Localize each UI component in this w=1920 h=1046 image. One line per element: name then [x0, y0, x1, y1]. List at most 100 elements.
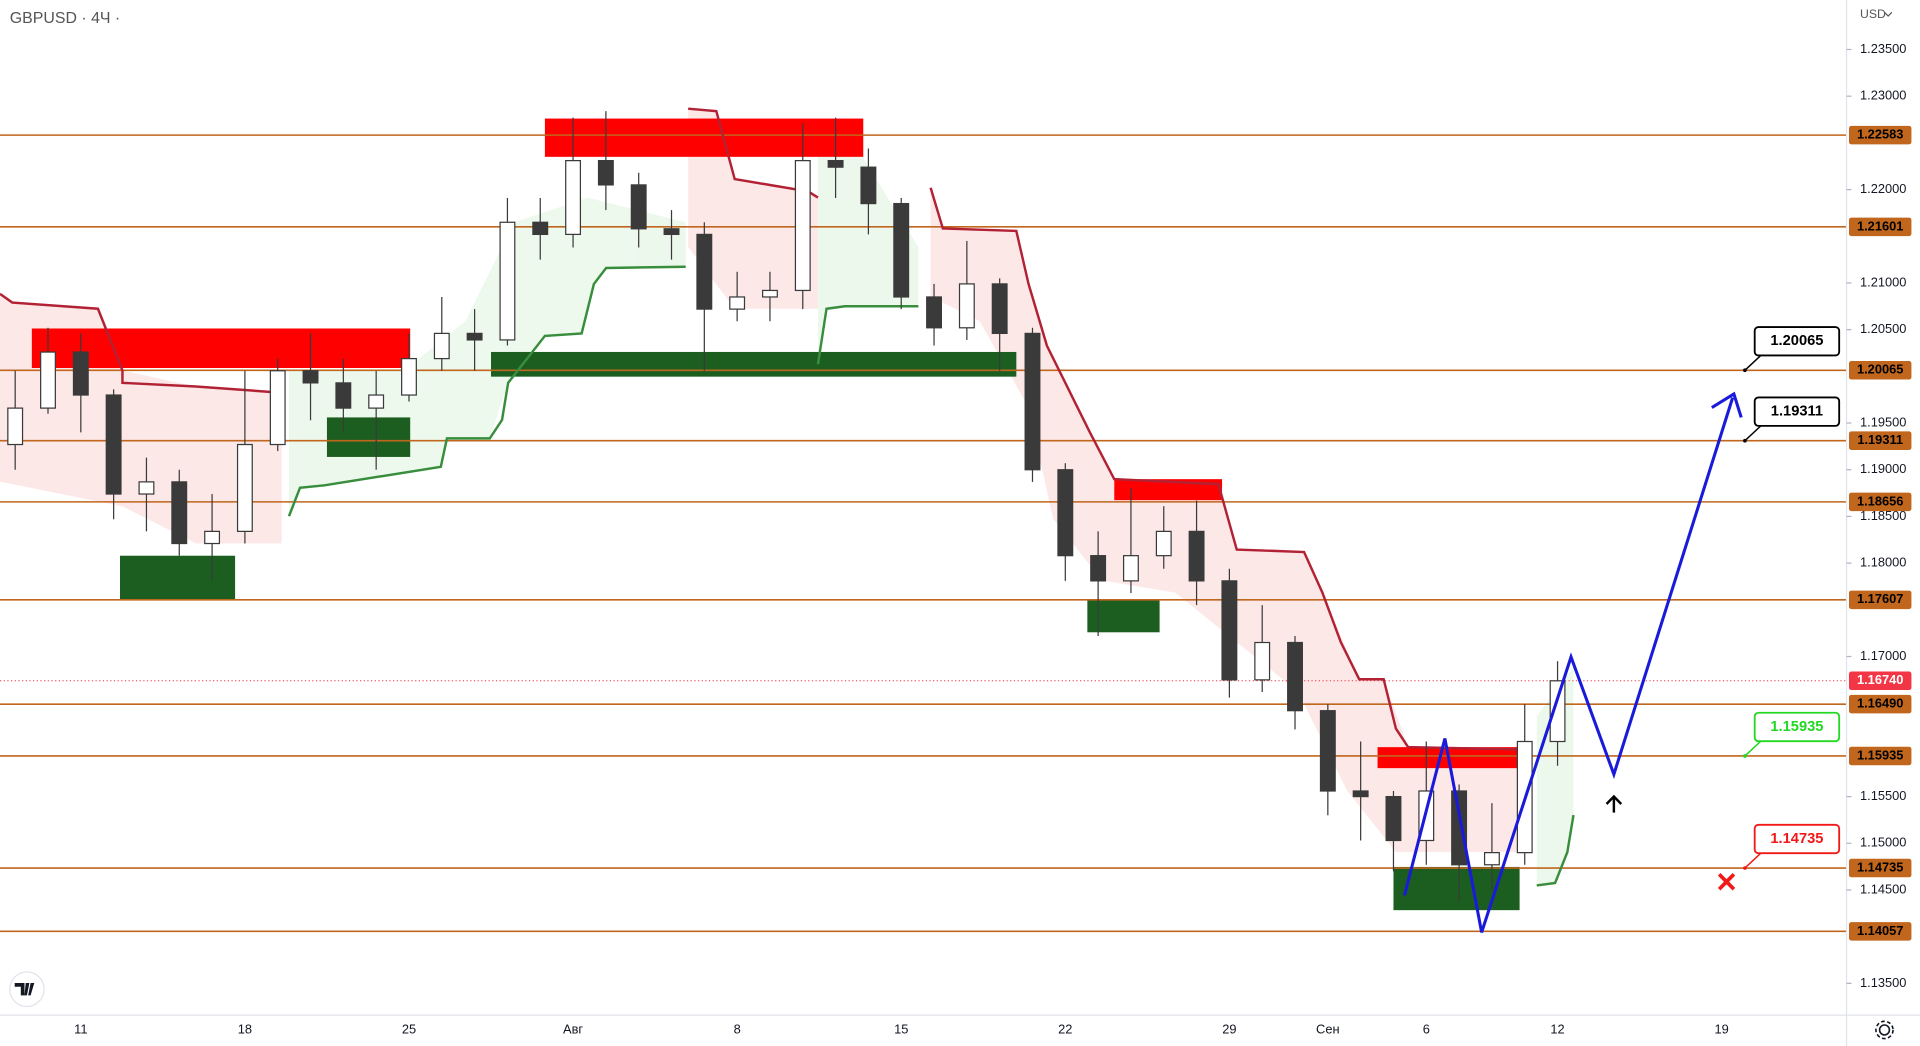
zigzag-path — [1403, 397, 1735, 933]
bear-fill — [930, 187, 1527, 853]
supertrend-up — [816, 305, 919, 365]
candle-body — [1122, 555, 1139, 582]
candle-body — [269, 370, 286, 446]
candle-body — [171, 481, 188, 545]
candle-body — [991, 283, 1008, 335]
candle-body — [466, 332, 483, 341]
candle-body — [368, 394, 385, 409]
last-price-box — [1848, 671, 1912, 691]
last-price-label: 1.16740 — [1857, 672, 1903, 687]
demand-zone — [1087, 600, 1160, 633]
tv-logo[interactable] — [9, 971, 45, 1008]
level-label-box — [1848, 492, 1912, 512]
supertrend-up — [287, 265, 686, 517]
y-tick-label: 1.19000 — [1860, 461, 1906, 476]
demand-zone — [1393, 866, 1520, 911]
y-tick-label: 1.21000 — [1860, 274, 1906, 289]
candle-body — [1254, 641, 1271, 681]
callout-box — [1753, 823, 1841, 855]
candle-body — [794, 160, 811, 292]
candle-body — [860, 166, 877, 205]
levels — [0, 134, 1847, 933]
x-tick-label: Авг — [563, 1021, 583, 1036]
x-tick-label: 18 — [238, 1021, 252, 1036]
candle-body — [1352, 790, 1369, 798]
supertrend — [0, 107, 1575, 887]
callout-label: 1.20065 — [1770, 333, 1823, 349]
candle-body — [565, 160, 582, 236]
level-label-box — [1848, 125, 1912, 145]
x-tick-label: 22 — [1058, 1021, 1072, 1036]
candle-body — [40, 351, 56, 409]
demand-zone — [120, 555, 236, 601]
logo-glyph — [14, 983, 35, 996]
candle-body — [401, 357, 417, 396]
currency[interactable]: USD — [1860, 7, 1886, 21]
y-tick-label: 1.17000 — [1860, 648, 1906, 663]
level-label: 1.15935 — [1857, 747, 1903, 762]
gear-teeth — [1875, 1020, 1894, 1040]
level-label-box — [1848, 746, 1912, 766]
x-tick-label: Сен — [1316, 1021, 1340, 1036]
candle-body — [1385, 795, 1402, 842]
y-tick-label: 1.13500 — [1860, 975, 1906, 990]
callout-label: 1.19311 — [1771, 404, 1823, 420]
settings-icon[interactable] — [1875, 1020, 1894, 1040]
demand-zone — [326, 417, 411, 457]
supertrend-up — [1536, 814, 1575, 887]
x-tick-label: 11 — [74, 1021, 87, 1036]
x-tick-label: 12 — [1550, 1021, 1564, 1036]
candle-body — [72, 351, 89, 396]
level-label-box — [1848, 590, 1912, 610]
x-tick-label: 8 — [734, 1021, 741, 1036]
candle-body — [236, 443, 253, 532]
y-tick-label: 1.18500 — [1860, 508, 1906, 523]
currency-chevron[interactable] — [1884, 11, 1893, 17]
candle-body — [1287, 641, 1303, 712]
callout-pointer — [1744, 354, 1762, 371]
level-label: 1.16490 — [1857, 696, 1903, 711]
level-label-box — [1848, 858, 1912, 878]
candle-body — [138, 481, 155, 495]
callout-pointer — [1744, 852, 1762, 869]
candle-body — [958, 283, 975, 329]
candle-body — [302, 370, 319, 384]
y-tick-label: 1.15500 — [1860, 788, 1906, 803]
candle-body — [630, 184, 647, 230]
candle-body — [532, 221, 549, 236]
supply-zone — [31, 328, 411, 369]
zones — [31, 118, 1527, 911]
candle-body — [696, 233, 713, 310]
candle-body — [1057, 469, 1074, 557]
level-label-box — [1848, 431, 1912, 450]
up-arrow-head — [1605, 794, 1623, 805]
candle-body — [597, 160, 614, 186]
level-label: 1.20065 — [1857, 362, 1903, 377]
x-tick-label: 29 — [1222, 1021, 1236, 1036]
level-label-box — [1848, 217, 1912, 237]
candle-body — [7, 407, 24, 446]
callout-pointer — [1744, 425, 1762, 442]
candle-body — [1549, 680, 1566, 743]
y-tick-label: 1.23000 — [1860, 88, 1906, 103]
y-tick-label: 1.15000 — [1860, 835, 1906, 850]
candle-body — [893, 202, 910, 298]
forecast — [1403, 391, 1743, 933]
x-tick-label: 25 — [402, 1021, 416, 1036]
callouts: 1.20065 1.19311 1.15935 1.14735 — [1743, 326, 1841, 870]
level-label-box — [1848, 922, 1912, 941]
demand-zone — [491, 351, 1017, 377]
level-label-box — [1848, 361, 1912, 380]
supertrend-down — [929, 187, 1527, 751]
supply-zone — [1377, 747, 1527, 769]
arrow-head — [1711, 391, 1743, 418]
candle-body — [663, 228, 680, 236]
candle-body — [1319, 710, 1336, 792]
candles — [7, 111, 1566, 903]
candle-body — [1483, 852, 1500, 866]
candle-body — [1155, 530, 1172, 557]
candle-body — [1024, 332, 1041, 471]
candle-body — [1090, 555, 1107, 582]
